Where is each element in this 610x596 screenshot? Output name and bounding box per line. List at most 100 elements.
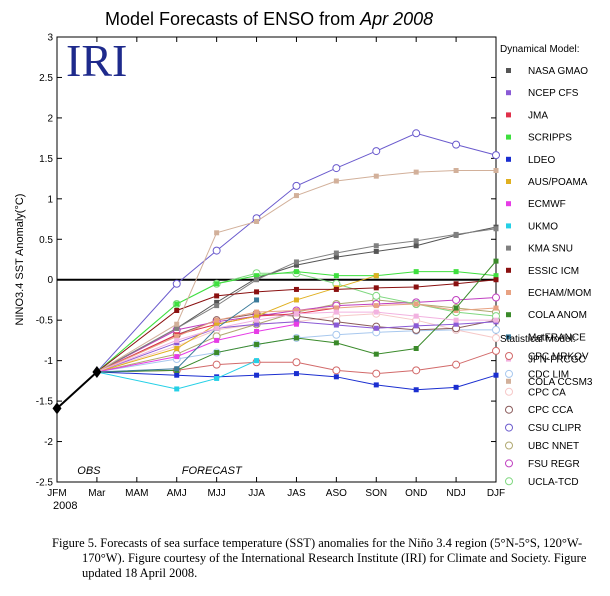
legend-marker	[505, 387, 513, 396]
series-point	[254, 341, 260, 347]
series-point	[293, 335, 299, 341]
legend-entry: MetFRANCE	[528, 332, 586, 343]
legend-entry: COLA CCSM3	[528, 377, 593, 388]
series-point	[413, 238, 419, 244]
series-cola-ccsm3	[96, 168, 499, 373]
series-point	[293, 193, 299, 199]
series-essic-icm	[96, 277, 499, 373]
caption-text: Figure 5. Forecasts of sea surface tempe…	[52, 536, 587, 580]
y-tick-label: 1	[47, 194, 53, 205]
series-point	[493, 317, 499, 323]
series-point	[254, 309, 260, 315]
series-line	[96, 299, 257, 373]
series-point	[254, 273, 260, 279]
series-point	[212, 360, 221, 369]
series-point	[413, 169, 419, 175]
x-tick-label: MAM	[125, 488, 148, 499]
legend-marker	[506, 267, 511, 273]
legend-marker	[506, 378, 511, 384]
legend-entry: JMA	[528, 110, 548, 121]
legend-marker	[505, 352, 513, 360]
series-line	[96, 228, 497, 373]
legend-marker	[506, 156, 511, 162]
chart-title: Model Forecasts of ENSO from Apr 2008	[105, 9, 433, 29]
series-point	[373, 351, 379, 357]
series-point	[293, 371, 299, 377]
series-point	[453, 321, 459, 327]
y-tick-label: 0	[47, 275, 53, 286]
series-point	[413, 387, 419, 393]
series-point	[413, 301, 419, 307]
series-point	[493, 372, 499, 378]
series-point	[254, 289, 260, 295]
series-point	[293, 262, 299, 268]
legend-marker	[506, 179, 511, 184]
legend-entry: SCRIPPS	[528, 133, 572, 144]
series-point	[214, 293, 220, 299]
chart-title-date: Apr 2008	[359, 9, 433, 29]
series-point	[413, 313, 419, 319]
series-point	[372, 147, 381, 156]
legend-marker	[506, 90, 511, 96]
series-point	[373, 285, 379, 291]
series-point	[254, 372, 260, 378]
series-point	[333, 178, 339, 184]
series-point	[413, 243, 419, 249]
observed-line	[56, 371, 98, 410]
legend-entry: NCEP CFS	[528, 88, 579, 99]
x-tick-label: Mar	[88, 488, 106, 499]
series-point	[332, 164, 341, 173]
legend-header-statistical: Statistical Model:	[500, 334, 576, 345]
series-point	[413, 346, 419, 351]
series-point	[293, 269, 299, 275]
series-point	[372, 291, 381, 300]
series-point	[174, 372, 180, 378]
series-line	[96, 360, 257, 390]
legend-entry: UBC NNET	[528, 441, 579, 452]
enso-forecast-chart: Model Forecasts of ENSO from Apr 2008 -2…	[14, 9, 593, 512]
series-point	[212, 246, 221, 255]
figure-caption: Figure 5. Forecasts of sea surface tempe…	[52, 536, 592, 581]
observed-point	[52, 402, 62, 415]
series-point	[332, 330, 341, 339]
series-point	[453, 281, 459, 287]
series-point	[254, 218, 260, 224]
series-point	[453, 317, 459, 323]
series-point	[174, 337, 180, 343]
y-tick-label: -1	[44, 356, 53, 367]
y-tick-label: 0.5	[39, 235, 53, 246]
obs-label: OBS	[77, 465, 101, 477]
series-point	[413, 284, 419, 290]
legend-entry: UCLA-TCD	[528, 477, 579, 488]
series-point	[172, 279, 181, 288]
series-point	[174, 366, 180, 372]
series-point	[453, 231, 459, 237]
x-tick-label: JJA	[248, 488, 265, 499]
legend-marker	[506, 134, 511, 140]
series-line	[96, 311, 496, 373]
observed-series	[52, 365, 102, 415]
series-line	[96, 329, 496, 373]
series-line	[96, 371, 497, 391]
series-point	[214, 321, 220, 327]
series-layer	[52, 129, 500, 415]
series-point	[293, 259, 299, 265]
series-line	[96, 321, 497, 373]
legend-entry: COLA ANOM	[528, 310, 587, 321]
series-point	[493, 273, 499, 279]
series-point	[293, 321, 299, 327]
series-point	[174, 307, 180, 313]
series-point	[214, 375, 220, 381]
series-point	[493, 277, 499, 283]
series-point	[174, 325, 180, 331]
series-point	[214, 230, 220, 236]
series-point	[214, 303, 220, 309]
series-point	[492, 333, 500, 342]
series-point	[293, 307, 299, 313]
series-point	[413, 269, 419, 275]
series-line	[96, 170, 496, 373]
legend-marker	[505, 459, 513, 468]
series-point	[493, 168, 499, 173]
series-point	[413, 323, 419, 329]
legend-entry: CPC CCA	[528, 405, 573, 416]
